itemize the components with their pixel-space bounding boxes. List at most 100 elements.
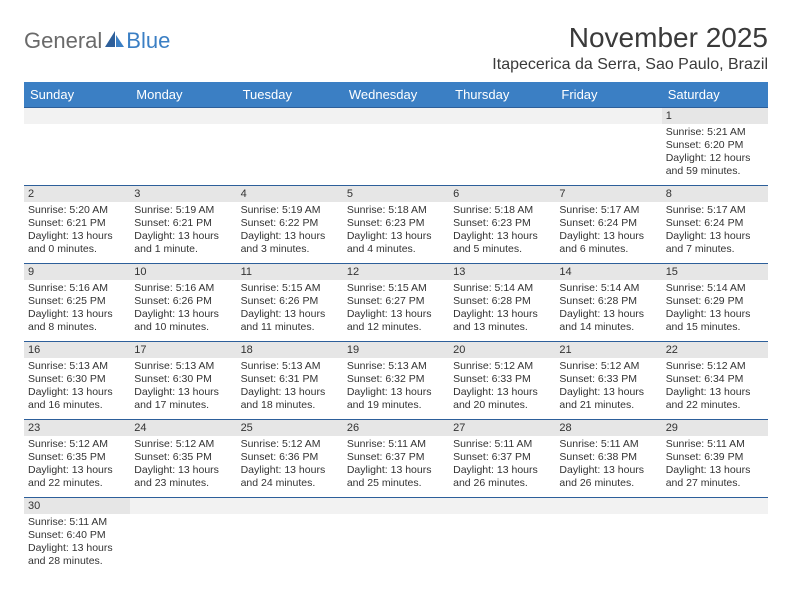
day-number: 24 [130,420,236,436]
day-number: 5 [343,186,449,202]
calendar-cell: 23Sunrise: 5:12 AMSunset: 6:35 PMDayligh… [24,420,130,498]
calendar-cell: 20Sunrise: 5:12 AMSunset: 6:33 PMDayligh… [449,342,555,420]
calendar-cell: 29Sunrise: 5:11 AMSunset: 6:39 PMDayligh… [662,420,768,498]
day-ss: Sunset: 6:28 PM [559,295,657,308]
day-body: Sunrise: 5:11 AMSunset: 6:40 PMDaylight:… [24,514,130,573]
day-body: Sunrise: 5:12 AMSunset: 6:33 PMDaylight:… [449,358,555,417]
day-body: Sunrise: 5:11 AMSunset: 6:38 PMDaylight:… [555,436,661,495]
logo-sail-icon [104,30,126,48]
calendar-cell: 1Sunrise: 5:21 AMSunset: 6:20 PMDaylight… [662,108,768,186]
day-ss: Sunset: 6:28 PM [453,295,551,308]
calendar-cell: 30Sunrise: 5:11 AMSunset: 6:40 PMDayligh… [24,498,130,576]
day-dl: Daylight: 13 hours and 10 minutes. [134,308,232,334]
calendar-week-row: 23Sunrise: 5:12 AMSunset: 6:35 PMDayligh… [24,420,768,498]
calendar-cell: 4Sunrise: 5:19 AMSunset: 6:22 PMDaylight… [237,186,343,264]
logo: General Blue [24,22,170,54]
day-dl: Daylight: 13 hours and 4 minutes. [347,230,445,256]
day-sr: Sunrise: 5:14 AM [666,282,764,295]
calendar-week-row: 16Sunrise: 5:13 AMSunset: 6:30 PMDayligh… [24,342,768,420]
day-ss: Sunset: 6:22 PM [241,217,339,230]
day-sr: Sunrise: 5:13 AM [241,360,339,373]
day-dl: Daylight: 13 hours and 13 minutes. [453,308,551,334]
day-ss: Sunset: 6:33 PM [559,373,657,386]
header: General Blue November 2025 Itapecerica d… [24,22,768,80]
day-ss: Sunset: 6:37 PM [453,451,551,464]
weekday-header: Sunday [24,82,130,108]
calendar-cell: 9Sunrise: 5:16 AMSunset: 6:25 PMDaylight… [24,264,130,342]
day-sr: Sunrise: 5:12 AM [453,360,551,373]
day-body: Sunrise: 5:15 AMSunset: 6:26 PMDaylight:… [237,280,343,339]
day-dl: Daylight: 13 hours and 26 minutes. [453,464,551,490]
day-body: Sunrise: 5:11 AMSunset: 6:37 PMDaylight:… [343,436,449,495]
calendar-cell: 26Sunrise: 5:11 AMSunset: 6:37 PMDayligh… [343,420,449,498]
day-sr: Sunrise: 5:20 AM [28,204,126,217]
day-body: Sunrise: 5:14 AMSunset: 6:28 PMDaylight:… [449,280,555,339]
day-ss: Sunset: 6:40 PM [28,529,126,542]
day-sr: Sunrise: 5:13 AM [134,360,232,373]
day-number: 19 [343,342,449,358]
day-sr: Sunrise: 5:12 AM [134,438,232,451]
day-number: 6 [449,186,555,202]
day-body: Sunrise: 5:12 AMSunset: 6:35 PMDaylight:… [24,436,130,495]
weekday-header: Saturday [662,82,768,108]
day-body: Sunrise: 5:15 AMSunset: 6:27 PMDaylight:… [343,280,449,339]
day-dl: Daylight: 13 hours and 0 minutes. [28,230,126,256]
day-body: Sunrise: 5:18 AMSunset: 6:23 PMDaylight:… [449,202,555,261]
day-body: Sunrise: 5:12 AMSunset: 6:36 PMDaylight:… [237,436,343,495]
day-dl: Daylight: 13 hours and 6 minutes. [559,230,657,256]
day-dl: Daylight: 13 hours and 14 minutes. [559,308,657,334]
day-ss: Sunset: 6:30 PM [134,373,232,386]
day-dl: Daylight: 13 hours and 16 minutes. [28,386,126,412]
weekday-header-row: Sunday Monday Tuesday Wednesday Thursday… [24,82,768,108]
calendar-cell [662,498,768,576]
day-sr: Sunrise: 5:19 AM [241,204,339,217]
day-number: 16 [24,342,130,358]
day-number: 4 [237,186,343,202]
day-body: Sunrise: 5:13 AMSunset: 6:30 PMDaylight:… [24,358,130,417]
day-sr: Sunrise: 5:16 AM [28,282,126,295]
day-dl: Daylight: 13 hours and 24 minutes. [241,464,339,490]
day-dl: Daylight: 13 hours and 22 minutes. [28,464,126,490]
day-sr: Sunrise: 5:17 AM [559,204,657,217]
day-body: Sunrise: 5:14 AMSunset: 6:28 PMDaylight:… [555,280,661,339]
day-number-empty [662,498,768,514]
day-body: Sunrise: 5:16 AMSunset: 6:26 PMDaylight:… [130,280,236,339]
calendar-cell: 7Sunrise: 5:17 AMSunset: 6:24 PMDaylight… [555,186,661,264]
day-dl: Daylight: 13 hours and 8 minutes. [28,308,126,334]
day-number-empty [555,498,661,514]
day-sr: Sunrise: 5:11 AM [453,438,551,451]
day-sr: Sunrise: 5:14 AM [453,282,551,295]
day-number: 22 [662,342,768,358]
calendar-cell [237,108,343,186]
day-sr: Sunrise: 5:19 AM [134,204,232,217]
day-ss: Sunset: 6:29 PM [666,295,764,308]
day-sr: Sunrise: 5:15 AM [347,282,445,295]
day-number: 17 [130,342,236,358]
day-sr: Sunrise: 5:14 AM [559,282,657,295]
calendar-cell [555,498,661,576]
day-sr: Sunrise: 5:11 AM [28,516,126,529]
day-number: 8 [662,186,768,202]
day-dl: Daylight: 13 hours and 27 minutes. [666,464,764,490]
day-sr: Sunrise: 5:21 AM [666,126,764,139]
logo-text-general: General [24,28,102,54]
day-ss: Sunset: 6:27 PM [347,295,445,308]
day-dl: Daylight: 13 hours and 20 minutes. [453,386,551,412]
day-sr: Sunrise: 5:11 AM [666,438,764,451]
day-number-empty [555,108,661,124]
weekday-header: Friday [555,82,661,108]
day-body: Sunrise: 5:11 AMSunset: 6:39 PMDaylight:… [662,436,768,495]
day-number-empty [130,498,236,514]
day-dl: Daylight: 13 hours and 28 minutes. [28,542,126,568]
day-dl: Daylight: 13 hours and 12 minutes. [347,308,445,334]
day-number: 26 [343,420,449,436]
day-ss: Sunset: 6:20 PM [666,139,764,152]
weekday-header: Wednesday [343,82,449,108]
day-ss: Sunset: 6:24 PM [666,217,764,230]
day-dl: Daylight: 13 hours and 7 minutes. [666,230,764,256]
day-body: Sunrise: 5:11 AMSunset: 6:37 PMDaylight:… [449,436,555,495]
day-dl: Daylight: 13 hours and 11 minutes. [241,308,339,334]
day-number: 3 [130,186,236,202]
day-body: Sunrise: 5:12 AMSunset: 6:33 PMDaylight:… [555,358,661,417]
day-number: 18 [237,342,343,358]
